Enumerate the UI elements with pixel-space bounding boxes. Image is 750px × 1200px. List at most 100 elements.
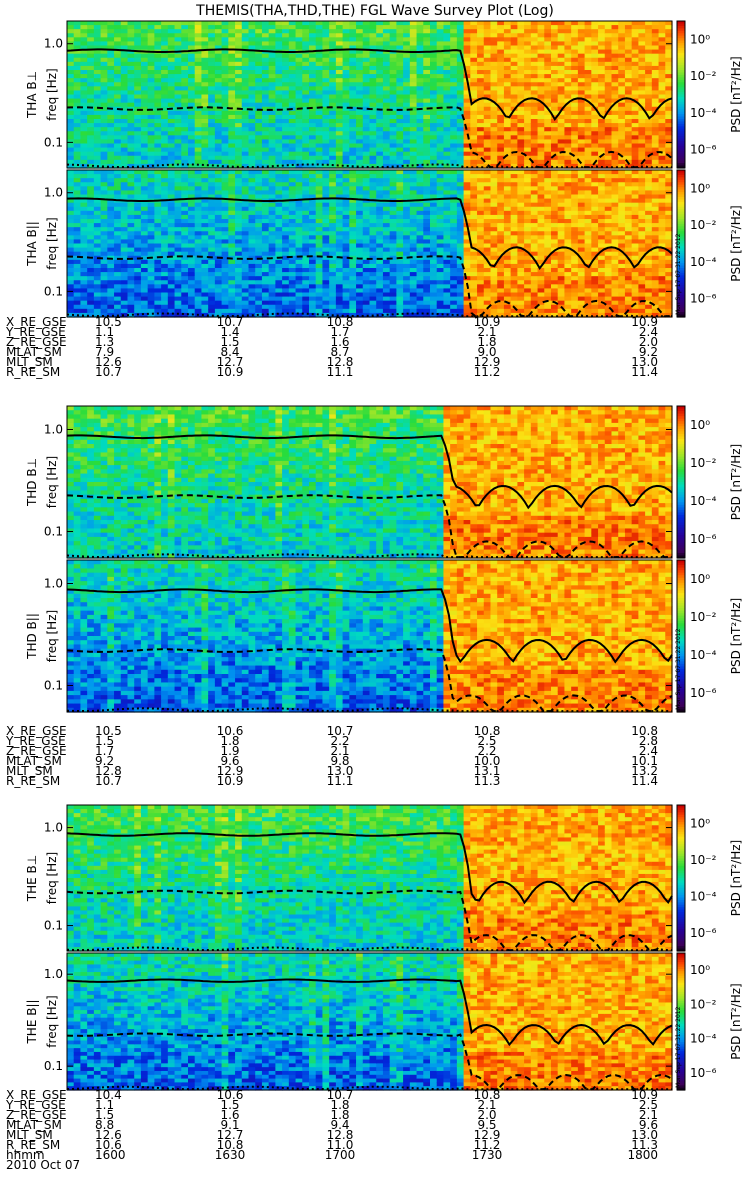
spectrogram-cell [114, 82, 122, 87]
spectrogram-cell [67, 182, 75, 187]
spectrogram-cell [275, 94, 283, 100]
spectrogram-cell [329, 102, 337, 108]
spectrogram-cell [315, 123, 324, 128]
spectrogram-cell [275, 29, 283, 34]
spectrogram-cell [288, 86, 297, 92]
spectrogram-cell [302, 280, 310, 285]
spectrogram-cell [107, 174, 115, 179]
spectrogram-cell [557, 98, 566, 104]
spectrogram-cell [530, 45, 539, 51]
spectrogram-cell [416, 25, 424, 30]
spectrogram-cell [188, 243, 196, 249]
spectrogram-cell [174, 227, 182, 232]
spectrogram-cell [571, 78, 579, 83]
spectrogram-cell [93, 239, 102, 245]
spectrogram-cell [551, 37, 559, 43]
spectrogram-cell [241, 219, 250, 224]
spectrogram-cell [127, 29, 135, 34]
spectrogram-cell [248, 33, 256, 38]
spectrogram-cell [161, 243, 169, 249]
spectrogram-cell [140, 259, 149, 265]
spectrogram-cell [598, 110, 606, 116]
spectrogram-cell [221, 102, 229, 108]
spectrogram-cell [315, 127, 324, 132]
spectrogram-cell [248, 206, 256, 212]
spectrogram-cell [248, 37, 256, 43]
spectrogram-cell [651, 139, 660, 145]
spectrogram-cell [403, 90, 411, 96]
spectrogram-cell [436, 45, 445, 51]
spectrogram-cell [80, 90, 88, 96]
colorbar-cell [677, 106, 685, 110]
spectrogram-cell [93, 74, 102, 79]
spectrogram-cell [275, 178, 283, 183]
spectrogram-cell [369, 300, 377, 306]
spectrogram-cell [591, 70, 599, 75]
spectrogram-cell [403, 21, 411, 26]
spectrogram-cell [228, 239, 236, 245]
spectrogram-cell [571, 90, 579, 96]
spectrogram-cell [329, 206, 337, 212]
spectrogram-cell [241, 114, 250, 120]
spectrogram-cell [241, 94, 250, 100]
spectrogram-cell [214, 288, 223, 294]
spectrogram-cell [322, 272, 330, 277]
spectrogram-cell [342, 139, 350, 145]
spectrogram-cell [87, 65, 95, 71]
spectrogram-cell [174, 223, 182, 228]
spectrogram-cell [322, 29, 330, 34]
colorbar-cell [677, 138, 685, 142]
spectrogram-cell [598, 21, 606, 26]
spectrogram-cell [134, 190, 142, 196]
spectrogram-cell [369, 178, 377, 183]
spectrogram-cell [423, 135, 431, 141]
spectrogram-cell [255, 127, 263, 132]
spectrogram-cell [120, 206, 129, 212]
spectrogram-cell [107, 135, 115, 141]
spectrogram-cell [470, 49, 478, 55]
spectrogram-cell [356, 98, 364, 104]
spectrogram-cell [618, 119, 626, 124]
spectrogram-cell [665, 119, 673, 124]
spectrogram-cell [235, 272, 243, 277]
spectrogram-cell [651, 151, 660, 157]
spectrogram-cell [134, 223, 142, 228]
spectrogram-cell [67, 292, 75, 298]
spectrogram-cell [140, 151, 149, 157]
spectrogram-cell [322, 284, 330, 290]
spectrogram-cell [107, 123, 115, 128]
spectrogram-cell [302, 227, 310, 232]
spectrogram-cell [631, 86, 639, 92]
spectrogram-cell [443, 57, 451, 63]
spectrogram-cell [349, 106, 357, 112]
spectrogram-cell [201, 106, 209, 112]
spectrogram-cell [530, 106, 539, 112]
spectrogram-cell [651, 106, 660, 112]
spectrogram-cell [517, 61, 525, 67]
spectrogram-cell [127, 143, 135, 149]
spectrogram-cell [389, 53, 397, 59]
spectrogram-cell [557, 94, 566, 100]
spectrogram-cell [618, 106, 626, 112]
spectrogram-cell [335, 135, 344, 141]
spectrogram-cell [631, 70, 639, 75]
spectrogram-cell [309, 106, 317, 112]
spectrogram-cell [349, 65, 357, 71]
spectrogram-cell [241, 155, 250, 161]
spectrogram-cell [120, 170, 129, 175]
spectrogram-cell [604, 90, 613, 96]
spectrogram-cell [87, 235, 95, 241]
spectrogram-cell [369, 119, 377, 124]
spectrogram-cell [107, 53, 115, 59]
spectrogram-cell [530, 147, 539, 153]
spectrogram-cell [591, 53, 599, 59]
spectrogram-cell [356, 21, 364, 26]
spectrogram-cell [201, 206, 209, 212]
spectrogram-cell [167, 178, 176, 183]
spectrogram-cell [127, 21, 135, 26]
spectrogram-cell [188, 214, 196, 220]
spectrogram-cell [584, 78, 592, 83]
spectrogram-cell [194, 190, 203, 196]
spectrogram-cell [181, 268, 189, 273]
spectrogram-cell [510, 57, 518, 63]
